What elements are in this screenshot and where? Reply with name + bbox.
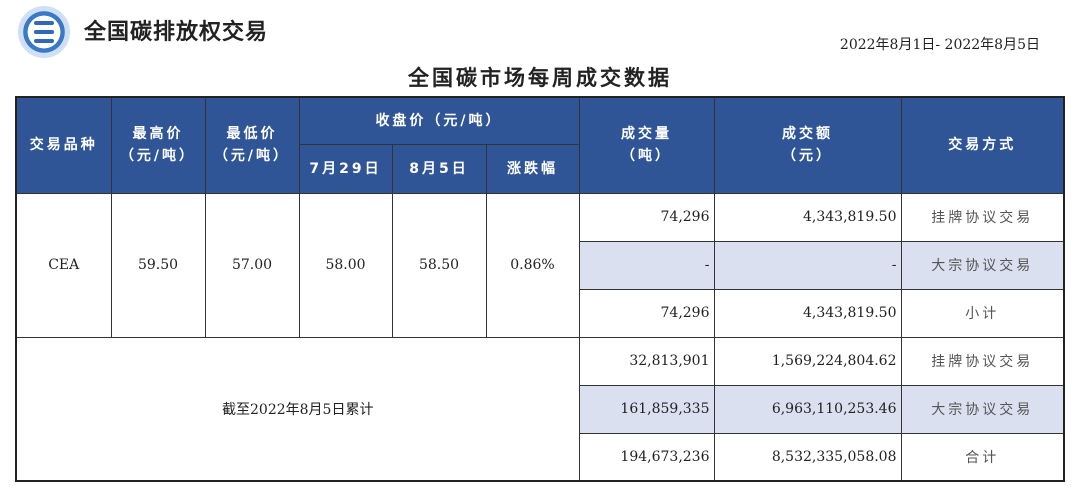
col-low: 最低价 （元/吨） bbox=[204, 96, 300, 194]
amount-cell: 4,343,819.50 bbox=[713, 288, 902, 338]
logo-e-mark bbox=[34, 21, 54, 43]
product-cell: CEA bbox=[15, 192, 112, 338]
amount-cell: 8,532,335,058.08 bbox=[713, 432, 902, 482]
low-cell: 57.00 bbox=[204, 192, 300, 338]
cumulative-label: 截至2022年8月5日累计 bbox=[15, 336, 580, 482]
col-product: 交易品种 bbox=[15, 96, 112, 194]
high-cell: 59.50 bbox=[110, 192, 206, 338]
change-cell: 0.86% bbox=[485, 192, 580, 338]
mode-cell: 挂牌协议交易 bbox=[900, 336, 1065, 386]
amount-cell: 4,343,819.50 bbox=[713, 192, 902, 242]
volume-cell: 74,296 bbox=[578, 288, 715, 338]
table-row: CEA 59.50 57.00 58.00 58.50 0.86% 74,296… bbox=[15, 192, 1065, 338]
weekly-trading-table: 交易品种 最高价 （元/吨） 最低价 （元/吨） 收盘价（元/吨） 成交量 （吨） 成… bbox=[15, 96, 1065, 482]
volume-cell: 74,296 bbox=[578, 192, 715, 242]
table-row: 194,673,236 8,532,335,058.08 合计 bbox=[16, 432, 1065, 482]
volume-cell: 194,673,236 bbox=[578, 432, 715, 482]
col-close-group: 收盘价（元/吨） bbox=[298, 96, 580, 145]
col-high: 最高价 （元/吨） bbox=[110, 96, 206, 194]
table-row: 161,859,335 6,963,110,253.46 大宗协议交易 bbox=[16, 384, 1065, 434]
close-prev-cell: 58.00 bbox=[298, 192, 393, 338]
col-amount: 成交额 （元） bbox=[713, 96, 902, 194]
page-title: 全国碳市场每周成交数据 bbox=[408, 65, 672, 90]
table-row: 截至2022年8月5日累计 32,813,901 1,569,224,804.6… bbox=[15, 336, 1065, 482]
col-close-curr: 8月5日 bbox=[391, 143, 487, 194]
logo-icon bbox=[18, 6, 70, 58]
col-change: 涨跌幅 bbox=[485, 143, 580, 194]
volume-cell: 32,813,901 bbox=[578, 336, 715, 386]
volume-cell: 161,859,335 bbox=[578, 384, 715, 434]
col-close-prev: 7月29日 bbox=[298, 143, 393, 194]
mode-cell: 大宗协议交易 bbox=[900, 384, 1065, 434]
amount-cell: - bbox=[713, 240, 902, 290]
brand-name: 全国碳排放权交易 bbox=[84, 20, 269, 45]
col-mode: 交易方式 bbox=[900, 96, 1065, 194]
amount-cell: 1,569,224,804.62 bbox=[713, 336, 902, 386]
col-volume: 成交量 （吨） bbox=[578, 96, 715, 194]
date-range: 2022年8月1日- 2022年8月5日 bbox=[839, 37, 1040, 53]
close-curr-cell: 58.50 bbox=[391, 192, 487, 338]
mode-cell: 大宗协议交易 bbox=[900, 240, 1065, 290]
amount-cell: 6,963,110,253.46 bbox=[713, 384, 902, 434]
table-row: 74,296 4,343,819.50 小计 bbox=[16, 288, 1065, 338]
volume-cell: - bbox=[578, 240, 715, 290]
mode-cell: 挂牌协议交易 bbox=[900, 192, 1065, 242]
mode-cell: 合计 bbox=[900, 432, 1065, 482]
mode-cell: 小计 bbox=[900, 288, 1065, 338]
table-row: - - 大宗协议交易 bbox=[16, 240, 1065, 290]
